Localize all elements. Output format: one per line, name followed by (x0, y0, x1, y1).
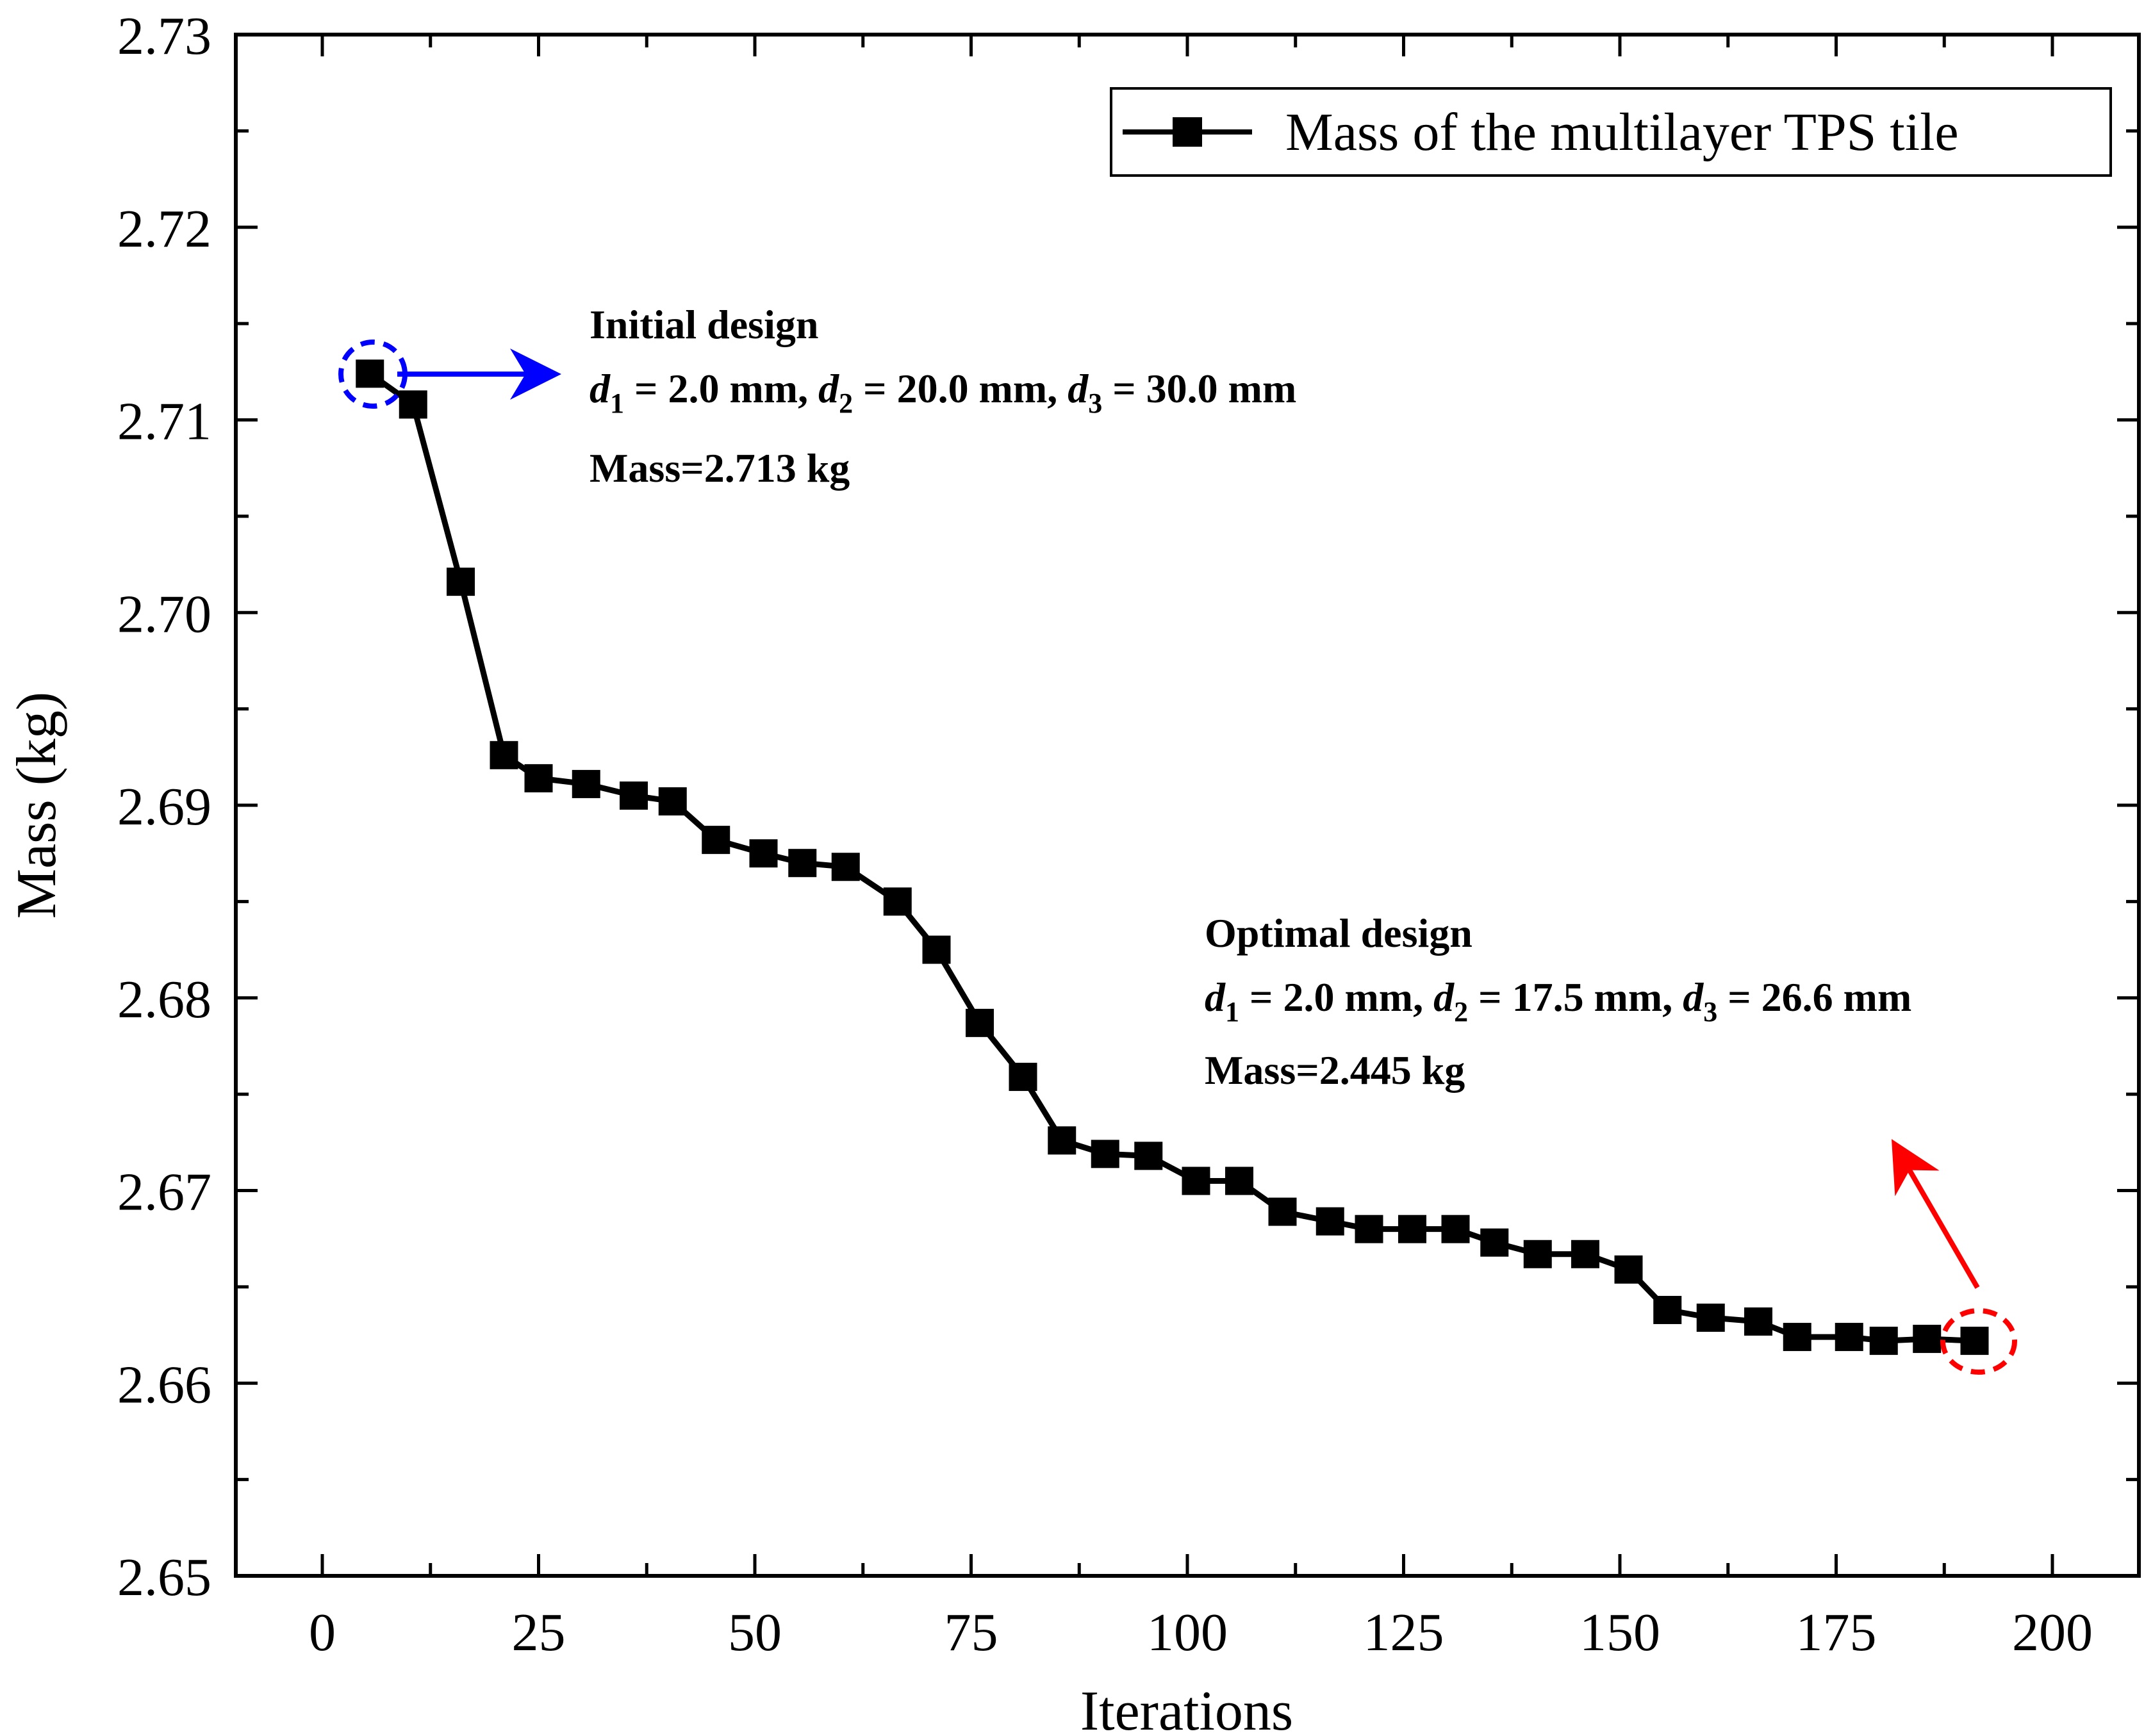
legend-label: Mass of the multilayer TPS tile (1285, 102, 1959, 162)
initial-mass: Mass=2.713 kg (590, 445, 850, 491)
data-point (749, 839, 778, 868)
initial-title: Initial design (590, 302, 818, 347)
data-point (1696, 1303, 1725, 1332)
data-point (966, 1008, 994, 1037)
legend-box (1110, 87, 2112, 177)
data-point (1960, 1327, 1989, 1355)
data-point (1268, 1197, 1297, 1226)
y-tick-label: 2.69 (117, 777, 211, 837)
series-mass (356, 359, 1989, 1355)
initial-params: d1 = 2.0 mm, d2 = 20.0 mm, d3 = 30.0 mm (590, 366, 1296, 419)
data-point (399, 390, 427, 419)
x-tick-label: 150 (1580, 1603, 1660, 1662)
data-point (1653, 1295, 1682, 1324)
optimal-params: d1 = 2.0 mm, d2 = 17.5 mm, d3 = 26.6 mm (1205, 974, 1911, 1028)
data-point (1048, 1126, 1076, 1155)
optimal-arrow (1891, 1139, 1980, 1290)
y-tick-label: 2.73 (117, 6, 211, 66)
y-axis-title: Mass (kg) (6, 692, 68, 919)
data-point (524, 764, 553, 792)
annotation-optimal: Optimal design d1 = 2.0 mm, d2 = 17.5 mm… (1205, 910, 2017, 1375)
data-point (1398, 1215, 1426, 1243)
data-point (1614, 1255, 1643, 1284)
y-tick-label: 2.65 (117, 1548, 211, 1607)
x-tick-label: 50 (728, 1603, 782, 1662)
data-point (1480, 1228, 1509, 1257)
data-point (356, 359, 384, 388)
legend-marker-square (1173, 117, 1202, 147)
data-point (1523, 1240, 1552, 1268)
series-line (368, 371, 1975, 1344)
y-axis-ticks: 2.65 2.66 2.67 2.68 2.69 2.70 2.71 2.72 2.73 (117, 6, 2139, 1607)
data-point (1009, 1063, 1037, 1092)
y-tick-label: 2.70 (117, 584, 211, 644)
data-point (1355, 1215, 1383, 1243)
x-tick-label: 25 (512, 1603, 566, 1662)
annotation-initial: Initial design d1 = 2.0 mm, d2 = 20.0 mm… (338, 302, 1296, 491)
data-point (1225, 1167, 1253, 1195)
data-point (620, 781, 648, 810)
x-axis-title: Iterations (1080, 1680, 1293, 1736)
x-tick-label: 100 (1147, 1603, 1228, 1662)
x-tick-label: 200 (2012, 1603, 2093, 1662)
data-point (490, 741, 518, 769)
legend: Mass of the multilayer TPS tile (1110, 87, 2112, 177)
x-tick-label: 75 (945, 1603, 998, 1662)
data-point (1091, 1140, 1119, 1168)
x-tick-label: 125 (1364, 1603, 1444, 1662)
data-point (658, 787, 687, 815)
data-point (1441, 1215, 1470, 1243)
y-tick-label: 2.72 (117, 199, 211, 259)
optimal-mass: Mass=2.445 kg (1205, 1047, 1465, 1093)
x-tick-label: 0 (309, 1603, 336, 1662)
data-point (1835, 1323, 1863, 1352)
data-point (572, 769, 600, 798)
data-point (1783, 1323, 1811, 1352)
data-point (1744, 1307, 1772, 1336)
y-tick-label: 2.66 (117, 1355, 211, 1414)
data-point (447, 568, 475, 596)
y-tick-label: 2.67 (117, 1163, 211, 1222)
optimal-highlight-ellipse (1940, 1308, 2017, 1375)
optimal-title: Optimal design (1205, 910, 1472, 956)
data-point (1316, 1207, 1344, 1236)
data-point (1869, 1327, 1898, 1355)
data-point (1571, 1240, 1599, 1268)
data-point (1182, 1167, 1210, 1195)
data-point (831, 853, 860, 881)
data-point (702, 826, 730, 855)
y-tick-label: 2.68 (117, 970, 211, 1029)
data-point (788, 849, 817, 878)
data-point (883, 887, 912, 916)
data-point (922, 935, 951, 964)
data-point (1913, 1325, 1942, 1354)
data-point (1134, 1142, 1163, 1170)
x-axis-ticks: 0 25 50 75 100 125 150 175 200 (309, 35, 2093, 1662)
x-tick-label: 175 (1796, 1603, 1877, 1662)
y-tick-label: 2.71 (117, 392, 211, 452)
